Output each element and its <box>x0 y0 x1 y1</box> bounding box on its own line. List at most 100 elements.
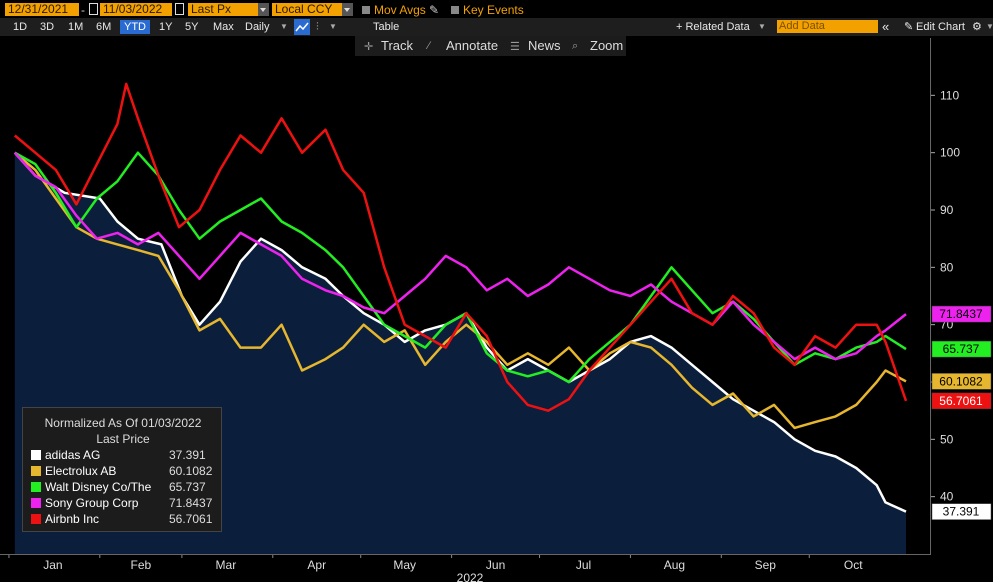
range-max[interactable]: Max <box>213 21 234 33</box>
pencil-icon[interactable]: ✎ <box>429 3 440 17</box>
x-tick-label: Jun <box>486 558 505 572</box>
y-tick-label: 70 <box>940 318 954 332</box>
x-tick-label: Jul <box>576 558 591 572</box>
range-ytd[interactable]: YTD <box>120 20 150 34</box>
calendar-icon[interactable] <box>175 3 184 15</box>
legend-item[interactable]: adidas AG 37.391 <box>31 448 217 463</box>
mov-avgs-label[interactable]: Mov Avgs <box>374 3 426 17</box>
legend-title: Normalized As Of 01/03/2022 <box>44 416 202 430</box>
legend-item[interactable]: Walt Disney Co/The 65.737 <box>31 480 217 495</box>
chevron-down-icon[interactable]: ▼ <box>280 22 288 31</box>
legend-item-value: 71.8437 <box>169 496 213 510</box>
top-control-bar: 12/31/2021 - 11/03/2022 Last Px Local CC… <box>0 0 993 18</box>
range-5y[interactable]: 5Y <box>185 21 199 33</box>
key-events-checkbox[interactable] <box>451 6 459 14</box>
annotate-icon: ∕ <box>428 40 430 52</box>
legend-item-name: Walt Disney Co/The <box>45 480 152 494</box>
date-separator: - <box>81 3 85 17</box>
line-chart-icon[interactable] <box>294 19 310 35</box>
series-value-label: 65.737 <box>943 342 980 356</box>
series-value-label: 60.1082 <box>939 374 983 388</box>
legend-item-name: adidas AG <box>45 448 101 462</box>
edit-chart-button[interactable]: Edit Chart <box>916 21 965 33</box>
news-button[interactable]: News <box>528 38 561 53</box>
legend-item-name: Airbnb Inc <box>45 512 100 526</box>
end-date-field[interactable]: 11/03/2022 <box>100 3 172 16</box>
legend-item[interactable]: Airbnb Inc 56.7061 <box>31 512 217 527</box>
news-icon: ☰ <box>510 41 520 53</box>
legend-item[interactable]: Sony Group Corp 71.8437 <box>31 496 217 511</box>
series-value-label: 71.8437 <box>939 307 983 321</box>
legend-item-value: 60.1082 <box>169 464 213 478</box>
y-axis-line <box>930 38 931 555</box>
track-button[interactable]: Track <box>381 38 414 53</box>
legend-item[interactable]: Electrolux AB 60.1082 <box>31 464 217 479</box>
range-1y[interactable]: 1Y <box>159 21 173 33</box>
legend-swatch <box>31 498 41 508</box>
y-tick-label: 100 <box>940 146 960 160</box>
series-value-tag <box>931 305 992 323</box>
series-line <box>13 151 907 361</box>
zoom-button[interactable]: Zoom <box>590 38 624 53</box>
y-tick-label: 90 <box>940 203 954 217</box>
legend-item-value: 37.391 <box>169 448 206 462</box>
series-line <box>14 151 907 384</box>
currency-select[interactable]: Local CCY <box>272 3 342 16</box>
legend-panel: Normalized As Of 01/03/2022 Last Price a… <box>22 407 222 532</box>
table-button[interactable]: Table <box>373 21 400 33</box>
chevron-down-icon[interactable] <box>258 3 269 16</box>
x-tick-label: Jan <box>43 558 62 572</box>
x-tick-label: Feb <box>131 558 152 572</box>
x-tick-label: Apr <box>307 558 326 572</box>
series-value-tag <box>931 503 992 520</box>
mov-avgs-checkbox[interactable] <box>362 6 370 14</box>
calendar-icon[interactable] <box>89 3 98 15</box>
legend-subtitle: Last Price <box>96 432 150 446</box>
range-1d[interactable]: 1D <box>13 21 28 33</box>
y-tick-label: 60 <box>940 375 954 389</box>
legend-item-name: Sony Group Corp <box>45 496 139 510</box>
x-tick-label: Sep <box>755 558 777 572</box>
bar-chart-icon[interactable]: ⫶ <box>316 21 319 33</box>
field-select[interactable]: Last Px <box>188 3 268 16</box>
legend-item-value: 56.7061 <box>169 512 213 526</box>
chevron-down-icon[interactable]: ▼ <box>986 22 993 31</box>
pencil-icon[interactable]: ✎ <box>904 21 914 33</box>
x-tick-label: Aug <box>664 558 685 572</box>
y-tick-label: 110 <box>940 88 959 102</box>
chevron-down-icon[interactable] <box>342 3 353 16</box>
legend-swatch <box>31 466 41 476</box>
chevron-down-icon[interactable]: ▼ <box>758 22 766 31</box>
range-1m[interactable]: 1M <box>68 21 84 33</box>
annotate-button[interactable]: Annotate <box>446 38 499 53</box>
series-line <box>13 82 908 412</box>
start-date-field[interactable]: 12/31/2021 <box>5 3 79 16</box>
gear-icon[interactable]: ⚙ <box>972 21 982 33</box>
x-axis-line <box>0 554 930 555</box>
chart-tool-strip: ✛ Track ∕ Annotate ☰ News ⌕ Zoom <box>355 36 626 56</box>
series-line <box>13 151 907 430</box>
series-value-tag <box>931 373 992 390</box>
collapse-icon[interactable]: « <box>882 19 890 34</box>
series-value-label: 56.7061 <box>939 394 983 408</box>
related-data-button[interactable]: + Related Data <box>676 21 750 33</box>
legend-item-value: 65.737 <box>169 480 206 494</box>
search-icon: ⌕ <box>572 40 579 52</box>
x-tick-label: Mar <box>216 558 237 572</box>
legend-item-name: Electrolux AB <box>45 464 117 478</box>
x-year-label: 2022 <box>457 571 484 582</box>
y-tick-label: 50 <box>940 432 954 446</box>
key-events-label[interactable]: Key Events <box>463 3 524 17</box>
range-6m[interactable]: 6M <box>96 21 112 33</box>
chevron-down-icon[interactable]: ▼ <box>329 22 337 31</box>
y-tick-label: 40 <box>940 490 954 504</box>
crosshair-icon: ✛ <box>364 41 374 53</box>
range-bar: 1D 3D 1M 6M YTD 1Y 5Y Max Daily ▼ ⫶ ▼ Ta… <box>0 18 993 36</box>
x-tick-label: Oct <box>844 558 863 572</box>
legend-swatch <box>31 450 41 460</box>
add-data-input[interactable]: Add Data <box>777 20 878 33</box>
series-value-tag <box>931 392 992 410</box>
series-value-label: 37.391 <box>943 505 980 519</box>
frequency-select[interactable]: Daily <box>245 21 270 33</box>
range-3d[interactable]: 3D <box>40 21 55 33</box>
